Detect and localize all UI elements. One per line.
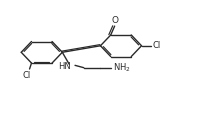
Text: O: O: [111, 16, 118, 25]
Text: HN: HN: [58, 62, 71, 71]
Text: Cl: Cl: [153, 41, 161, 50]
Text: Cl: Cl: [22, 71, 31, 80]
Text: NH$_2$: NH$_2$: [113, 61, 131, 74]
